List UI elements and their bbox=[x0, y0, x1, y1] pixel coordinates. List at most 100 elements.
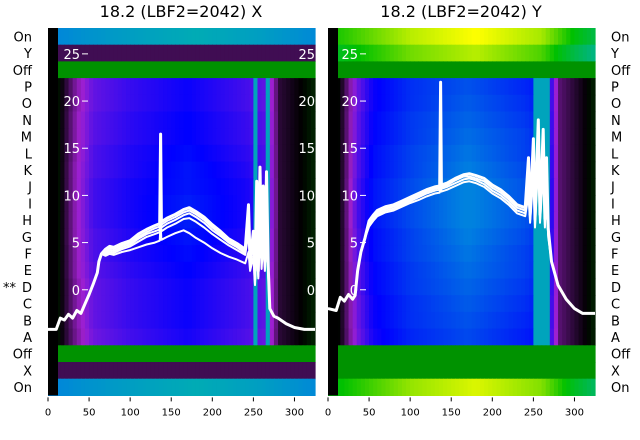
heat-cell bbox=[406, 362, 411, 380]
heat-cell bbox=[549, 345, 555, 363]
heat-cell bbox=[245, 278, 250, 296]
heat-cell bbox=[60, 195, 66, 213]
heat-cell bbox=[467, 311, 473, 330]
heat-cell bbox=[163, 128, 168, 146]
heat-cell bbox=[475, 295, 481, 313]
heat-cell bbox=[232, 144, 238, 163]
heat-cell bbox=[220, 111, 226, 129]
heat-cell bbox=[212, 378, 218, 396]
heat-cell bbox=[574, 144, 580, 163]
heat-cell bbox=[167, 228, 172, 246]
heat-cell bbox=[512, 144, 518, 163]
heat-cell bbox=[163, 362, 168, 380]
heat-cell bbox=[249, 311, 254, 330]
heat-cell bbox=[269, 311, 275, 330]
heat-cell bbox=[512, 261, 518, 280]
heat-cell bbox=[340, 161, 346, 179]
heat-cell bbox=[496, 161, 502, 179]
heat-cell bbox=[586, 128, 592, 146]
panel-title-y: 18.2 (LBF2=2042) Y bbox=[380, 2, 542, 21]
heat-cell bbox=[130, 61, 135, 79]
heat-cell bbox=[245, 345, 250, 363]
heat-cell bbox=[406, 328, 411, 346]
heat-cell bbox=[126, 78, 131, 96]
heat-cell bbox=[306, 161, 312, 179]
heat-cell bbox=[150, 28, 156, 46]
heat-cell bbox=[336, 78, 341, 96]
heat-cell bbox=[290, 228, 296, 246]
heat-cell bbox=[418, 178, 424, 196]
heat-cell bbox=[163, 345, 168, 363]
heat-cell bbox=[459, 161, 465, 179]
heat-cell bbox=[290, 111, 296, 129]
heat-cell bbox=[463, 94, 469, 113]
heat-cell bbox=[64, 161, 70, 179]
heat-row-12 bbox=[328, 228, 596, 246]
heat-cell bbox=[191, 245, 197, 263]
heat-cell bbox=[401, 245, 407, 263]
heat-cell bbox=[282, 311, 287, 330]
heat-cell bbox=[126, 245, 131, 263]
heat-row-20 bbox=[48, 362, 316, 380]
heat-cell bbox=[438, 44, 444, 62]
heat-cell bbox=[117, 261, 123, 280]
heat-cell bbox=[269, 195, 275, 213]
row-label-right: O bbox=[611, 97, 621, 112]
heat-cell bbox=[187, 128, 193, 146]
row-label-right: I bbox=[611, 197, 615, 212]
heat-cell bbox=[352, 245, 358, 263]
heat-cell bbox=[220, 328, 226, 346]
heat-cell bbox=[467, 128, 473, 146]
heat-cell bbox=[208, 378, 213, 396]
heat-cell bbox=[163, 245, 168, 263]
heat-cell bbox=[286, 44, 291, 62]
heat-cell bbox=[352, 362, 358, 380]
heat-cell bbox=[113, 278, 119, 296]
heat-cell bbox=[228, 211, 234, 229]
heat-cell bbox=[294, 362, 300, 380]
heat-cell bbox=[373, 228, 378, 246]
heat-cell bbox=[171, 28, 176, 46]
heat-cell bbox=[590, 362, 596, 380]
heat-cell bbox=[529, 78, 534, 96]
heat-cell bbox=[558, 94, 563, 113]
heat-cell bbox=[208, 228, 213, 246]
heat-cell bbox=[475, 94, 481, 113]
heat-cell bbox=[430, 328, 436, 346]
heat-cell bbox=[101, 44, 107, 62]
heat-cell bbox=[496, 261, 502, 280]
heat-cell bbox=[117, 278, 123, 296]
heat-cell bbox=[393, 345, 399, 363]
heat-cell bbox=[562, 128, 567, 146]
heat-cell bbox=[195, 362, 201, 380]
heat-cell bbox=[245, 78, 250, 96]
heat-cell bbox=[278, 161, 283, 179]
heat-cell bbox=[298, 78, 304, 96]
heat-cell bbox=[467, 195, 473, 213]
heat-cell bbox=[525, 128, 530, 146]
heat-cell bbox=[167, 328, 172, 346]
heat-cell bbox=[282, 144, 287, 163]
heat-cell bbox=[282, 111, 287, 129]
heat-cell bbox=[401, 161, 407, 179]
heat-cell bbox=[426, 295, 432, 313]
heat-cell bbox=[302, 144, 308, 163]
heat-cell bbox=[479, 295, 485, 313]
heat-cell bbox=[249, 78, 254, 96]
heat-cell bbox=[488, 362, 493, 380]
heat-cell bbox=[265, 144, 271, 163]
heat-cell bbox=[245, 311, 250, 330]
overlay-y-tick-label: 0 bbox=[350, 284, 358, 299]
heat-cell bbox=[434, 345, 440, 363]
heat-cell bbox=[566, 28, 571, 46]
heat-cell bbox=[253, 94, 259, 113]
heat-cell bbox=[171, 228, 176, 246]
heat-row-7 bbox=[48, 144, 316, 163]
heat-cell bbox=[389, 378, 395, 396]
heat-cell bbox=[434, 311, 440, 330]
heat-cell bbox=[529, 378, 534, 396]
heat-cell bbox=[590, 144, 596, 163]
heat-cell bbox=[298, 311, 304, 330]
heat-cell bbox=[302, 78, 308, 96]
heat-cell bbox=[126, 128, 131, 146]
